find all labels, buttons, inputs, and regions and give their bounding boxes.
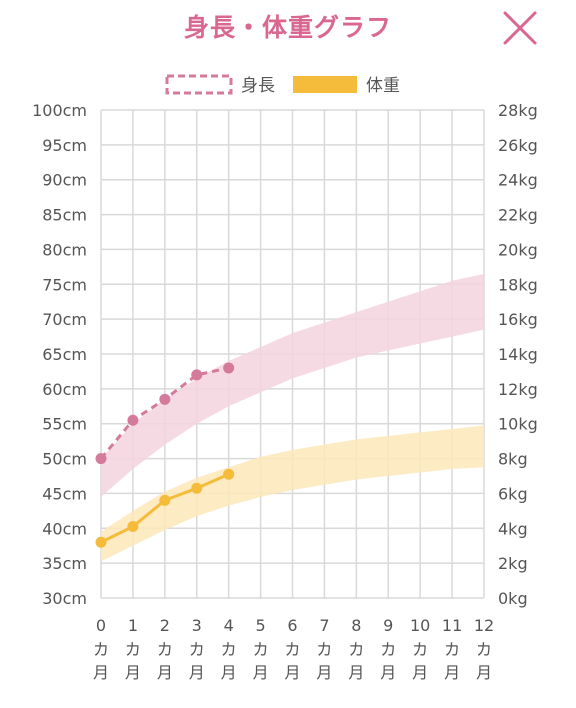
- growth-lines: [95, 362, 235, 548]
- y-right-tick-label: 28kg: [498, 101, 538, 120]
- y-left-tick-label: 60cm: [42, 380, 87, 399]
- x-unit-label: 月: [348, 663, 364, 682]
- x-unit-label: 月: [253, 663, 269, 682]
- x-unit-label: 月: [221, 663, 237, 682]
- x-unit-label: 月: [316, 663, 332, 682]
- height-point: [95, 453, 107, 465]
- close-icon[interactable]: [502, 10, 538, 46]
- y-left-tick-label: 50cm: [42, 450, 87, 469]
- legend: 身長 体重: [165, 74, 400, 96]
- x-unit-label: 月: [125, 663, 141, 682]
- height-point: [223, 362, 235, 374]
- x-tick-label: 12: [474, 616, 494, 635]
- x-unit-label: カ: [253, 640, 269, 659]
- height-point: [127, 414, 139, 426]
- x-tick-label: 1: [128, 616, 138, 635]
- x-unit-label: 月: [157, 663, 173, 682]
- y-left-tick-label: 45cm: [42, 484, 87, 503]
- y-left-tick-label: 80cm: [42, 240, 87, 259]
- y-right-tick-label: 6kg: [498, 484, 528, 503]
- x-tick-label: 0: [96, 616, 106, 635]
- y-left-tick-label: 55cm: [42, 415, 87, 434]
- legend-label-weight: 体重: [366, 76, 400, 96]
- height-point: [159, 393, 171, 405]
- x-unit-label: 月: [93, 663, 109, 682]
- weight-point: [159, 494, 171, 506]
- x-unit-label: カ: [348, 640, 364, 659]
- x-unit-label: カ: [189, 640, 205, 659]
- y-left-tick-label: 30cm: [42, 589, 87, 608]
- y-right-tick-label: 8kg: [498, 450, 528, 469]
- height-point: [191, 369, 203, 381]
- y-right-tick-label: 22kg: [498, 206, 538, 225]
- y-left-tick-label: 40cm: [42, 519, 87, 538]
- y-right-tick-label: 26kg: [498, 136, 538, 155]
- y-right-tick-label: 2kg: [498, 554, 528, 573]
- x-tick-label: 5: [255, 616, 265, 635]
- y-left-tick-label: 65cm: [42, 345, 87, 364]
- x-tick-label: 6: [287, 616, 297, 635]
- x-unit-label: カ: [380, 640, 396, 659]
- x-unit-label: カ: [476, 640, 492, 659]
- y-right-tick-label: 20kg: [498, 240, 538, 259]
- y-right-tick-label: 18kg: [498, 275, 538, 294]
- x-unit-label: 月: [189, 663, 205, 682]
- x-unit-label: 月: [380, 663, 396, 682]
- x-tick-label: 4: [224, 616, 234, 635]
- y-right-tick-label: 4kg: [498, 519, 528, 538]
- y-right-tick-label: 14kg: [498, 345, 538, 364]
- x-unit-label: カ: [412, 640, 428, 659]
- x-unit-label: カ: [284, 640, 300, 659]
- x-unit-label: カ: [316, 640, 332, 659]
- y-left-tick-label: 35cm: [42, 554, 87, 573]
- y-left-tick-label: 90cm: [42, 171, 87, 190]
- y-right-tick-label: 24kg: [498, 171, 538, 190]
- y-right-tick-label: 0kg: [498, 589, 528, 608]
- chart-axes: 30cm 35cm 40cm 45cm 50cm 55cm 60cm 65cm 70cm 75cm…: [32, 101, 538, 682]
- y-left-tick-label: 100cm: [32, 101, 87, 120]
- x-tick-label: 7: [319, 616, 329, 635]
- weight-point: [95, 536, 107, 548]
- legend-swatch-height: [165, 74, 233, 95]
- x-unit-label: カ: [444, 640, 460, 659]
- x-tick-label: 3: [192, 616, 202, 635]
- x-unit-label: 月: [476, 663, 492, 682]
- x-unit-label: 月: [444, 663, 460, 682]
- x-tick-label: 9: [383, 616, 393, 635]
- x-unit-label: 月: [412, 663, 428, 682]
- x-tick-label: 10: [410, 616, 430, 635]
- weight-normal-band: [101, 425, 484, 562]
- y-left-tick-label: 95cm: [42, 136, 87, 155]
- weight-point: [127, 521, 139, 533]
- y-left-tick-label: 70cm: [42, 310, 87, 329]
- x-tick-label: 8: [351, 616, 361, 635]
- normal-range-bands: [101, 273, 484, 562]
- x-unit-label: カ: [221, 640, 237, 659]
- x-unit-label: カ: [93, 640, 109, 659]
- y-right-tick-label: 10kg: [498, 415, 538, 434]
- weight-point: [191, 482, 203, 494]
- y-left-tick-label: 85cm: [42, 206, 87, 225]
- x-unit-label: カ: [157, 640, 173, 659]
- legend-label-height: 身長: [241, 76, 275, 96]
- x-tick-label: 11: [442, 616, 462, 635]
- y-right-tick-label: 16kg: [498, 310, 538, 329]
- legend-swatch-weight: [293, 76, 357, 93]
- x-tick-label: 2: [160, 616, 170, 635]
- y-left-tick-label: 75cm: [42, 275, 87, 294]
- y-right-tick-label: 12kg: [498, 380, 538, 399]
- weight-point: [223, 468, 235, 480]
- height-normal-band: [101, 273, 484, 497]
- x-unit-label: カ: [125, 640, 141, 659]
- x-unit-label: 月: [284, 663, 300, 682]
- page-title: 身長・体重グラフ: [183, 13, 392, 42]
